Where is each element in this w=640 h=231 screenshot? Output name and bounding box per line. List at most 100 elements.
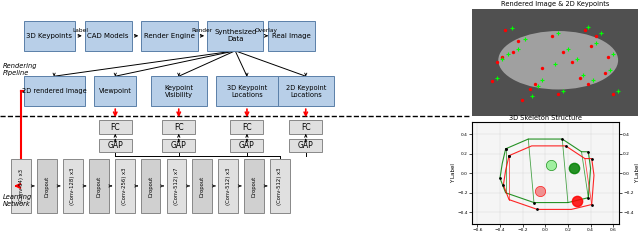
Text: (Conv-512) x3: (Conv-512) x3 xyxy=(226,167,230,205)
Point xyxy=(534,189,545,193)
Title: 3D Skeleton Structure: 3D Skeleton Structure xyxy=(509,115,582,121)
FancyBboxPatch shape xyxy=(115,159,134,213)
Point xyxy=(558,50,568,54)
Text: Render Engine: Render Engine xyxy=(144,33,195,39)
Point xyxy=(603,55,613,59)
Point xyxy=(596,31,607,34)
Point xyxy=(497,57,507,61)
Ellipse shape xyxy=(499,31,618,89)
Text: Label: Label xyxy=(72,28,88,33)
Point xyxy=(553,92,563,96)
FancyBboxPatch shape xyxy=(84,21,132,51)
FancyBboxPatch shape xyxy=(166,159,186,213)
Point xyxy=(550,63,560,66)
FancyBboxPatch shape xyxy=(163,139,195,152)
Point xyxy=(572,199,582,202)
FancyBboxPatch shape xyxy=(278,76,334,106)
Point xyxy=(492,61,502,64)
FancyBboxPatch shape xyxy=(99,139,132,152)
Point xyxy=(605,68,615,72)
Point xyxy=(563,47,573,50)
FancyBboxPatch shape xyxy=(12,159,31,213)
FancyBboxPatch shape xyxy=(207,21,264,51)
FancyBboxPatch shape xyxy=(218,159,238,213)
Text: (Conv-128) x3: (Conv-128) x3 xyxy=(70,167,76,205)
Point xyxy=(530,82,540,85)
FancyBboxPatch shape xyxy=(63,159,83,213)
Point xyxy=(508,50,518,54)
Text: FC: FC xyxy=(301,123,310,131)
Point xyxy=(583,25,593,29)
Text: (Conv-512) x3: (Conv-512) x3 xyxy=(277,167,282,205)
FancyBboxPatch shape xyxy=(37,159,57,213)
Point xyxy=(492,76,502,80)
Point xyxy=(546,164,556,167)
Point xyxy=(578,73,588,77)
Text: GAP: GAP xyxy=(298,141,314,150)
Point xyxy=(497,55,507,59)
FancyBboxPatch shape xyxy=(270,159,290,213)
Point xyxy=(520,37,530,41)
Point xyxy=(558,89,568,93)
Title: Rendered Image & 2D Keypoints: Rendered Image & 2D Keypoints xyxy=(500,1,609,7)
Text: Dropout: Dropout xyxy=(148,175,153,197)
Text: 2D Keypoint
Locations: 2D Keypoint Locations xyxy=(285,85,326,98)
Point xyxy=(503,52,513,56)
FancyBboxPatch shape xyxy=(141,159,161,213)
Point xyxy=(608,52,618,56)
Point xyxy=(600,71,610,75)
FancyBboxPatch shape xyxy=(89,159,109,213)
Point xyxy=(516,98,527,101)
Text: Dropout: Dropout xyxy=(200,175,205,197)
Text: GAP: GAP xyxy=(108,141,123,150)
Text: GAP: GAP xyxy=(239,141,255,150)
Text: GAP: GAP xyxy=(171,141,187,150)
Text: Dropout: Dropout xyxy=(96,175,101,197)
Y-axis label: Y Label: Y Label xyxy=(451,163,456,183)
Point xyxy=(486,80,497,83)
Point xyxy=(513,39,524,43)
Point xyxy=(566,61,577,64)
Text: Overlay: Overlay xyxy=(254,28,277,33)
Point xyxy=(500,29,510,32)
FancyBboxPatch shape xyxy=(230,139,264,152)
Point xyxy=(586,45,596,48)
Text: Dropout: Dropout xyxy=(45,175,49,197)
FancyBboxPatch shape xyxy=(216,76,278,106)
FancyBboxPatch shape xyxy=(150,76,207,106)
FancyBboxPatch shape xyxy=(268,21,315,51)
Text: Real Image: Real Image xyxy=(272,33,311,39)
Text: Learning
Network: Learning Network xyxy=(3,195,31,207)
Text: CAD Models: CAD Models xyxy=(88,33,129,39)
Point xyxy=(547,34,557,38)
Point xyxy=(525,87,535,91)
Text: FC: FC xyxy=(111,123,120,131)
FancyBboxPatch shape xyxy=(163,120,195,134)
Text: 3D Keypoint
Locations: 3D Keypoint Locations xyxy=(227,85,267,98)
Point xyxy=(608,92,618,96)
Point xyxy=(588,79,598,82)
FancyBboxPatch shape xyxy=(244,159,264,213)
Text: Viewpoint: Viewpoint xyxy=(99,88,132,94)
FancyBboxPatch shape xyxy=(289,139,322,152)
FancyBboxPatch shape xyxy=(230,120,264,134)
Text: 3D Keypoints: 3D Keypoints xyxy=(26,33,72,39)
FancyBboxPatch shape xyxy=(289,120,322,134)
Point xyxy=(568,167,579,170)
Text: Synthesized
Data: Synthesized Data xyxy=(214,29,257,42)
Text: Dropout: Dropout xyxy=(252,175,257,197)
Point xyxy=(536,79,547,82)
FancyBboxPatch shape xyxy=(193,159,212,213)
Text: (Conv-256) x3: (Conv-256) x3 xyxy=(122,167,127,205)
FancyBboxPatch shape xyxy=(94,76,136,106)
Text: FC: FC xyxy=(242,123,252,131)
Point xyxy=(575,76,585,80)
Text: (Conv-512) x7: (Conv-512) x7 xyxy=(174,167,179,205)
Y-axis label: Y Label: Y Label xyxy=(635,163,640,183)
Point xyxy=(613,89,623,93)
Text: 2D rendered Image: 2D rendered Image xyxy=(22,88,86,94)
Point xyxy=(513,47,524,50)
Text: Render: Render xyxy=(192,28,213,33)
Text: (Conv-64) x3: (Conv-64) x3 xyxy=(19,169,24,203)
Point xyxy=(536,66,547,70)
